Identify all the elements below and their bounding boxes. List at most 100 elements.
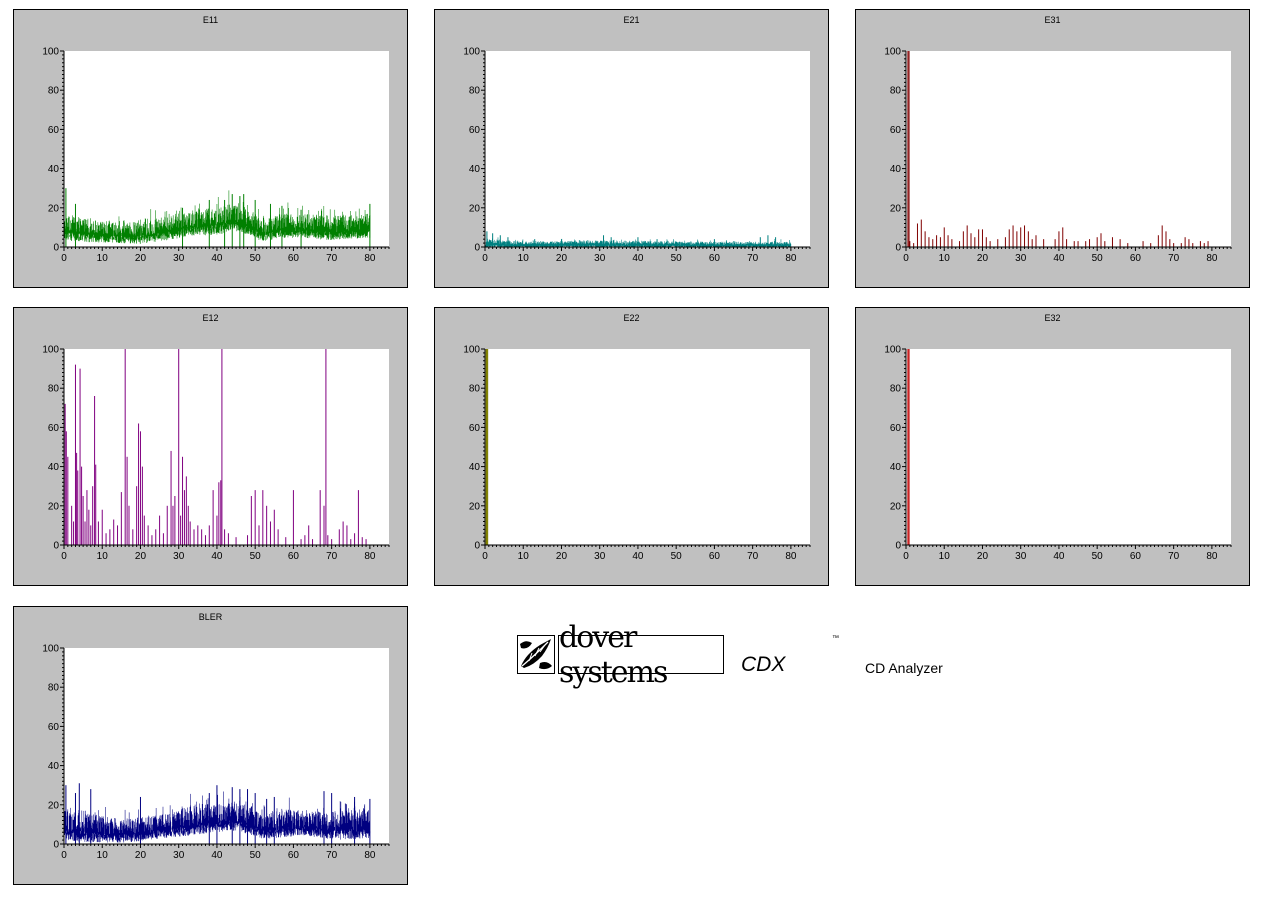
y-tick-label: 40	[48, 164, 60, 175]
y-tick-label: 0	[895, 243, 901, 254]
x-tick-label: 30	[594, 253, 606, 264]
x-tick-label: 20	[977, 551, 989, 562]
x-tick-label: 50	[250, 551, 262, 562]
x-tick-label: 10	[97, 850, 109, 861]
data-marks	[64, 783, 371, 844]
x-tick-label: 80	[785, 551, 797, 562]
x-tick-label: 50	[1092, 253, 1104, 264]
y-tick-label: 100	[884, 345, 901, 356]
chart-bler: 0 10 20 30 40 50 60 70 80 0 20 40 60 80 100	[42, 644, 390, 861]
product-name: CDX	[741, 653, 786, 676]
y-tick-label: 40	[469, 164, 481, 175]
trademark-mark: ™	[832, 635, 839, 642]
y-tick-label: 100	[463, 345, 480, 356]
brand-name: dover systems	[558, 620, 724, 690]
data-series-trace	[64, 190, 371, 244]
y-tick-label: 80	[48, 384, 60, 395]
y-tick-label: 40	[48, 462, 60, 473]
x-tick-label: 40	[211, 850, 223, 861]
x-tick-label: 50	[671, 253, 683, 264]
x-tick-label: 0	[482, 551, 488, 562]
y-tick-label: 20	[890, 501, 902, 512]
x-tick-label: 40	[211, 551, 223, 562]
x-tick-label: 0	[61, 850, 67, 861]
plot-area	[64, 349, 389, 545]
y-tick-label: 20	[469, 501, 481, 512]
x-tick-label: 0	[61, 253, 67, 264]
y-tick-label: 40	[890, 462, 902, 473]
x-tick-label: 80	[785, 253, 797, 264]
x-tick-label: 60	[1130, 253, 1142, 264]
chart-title: E11	[202, 15, 219, 25]
y-tick-label: 100	[463, 47, 480, 58]
plot-area	[485, 349, 810, 545]
y-tick-label: 40	[890, 164, 902, 175]
x-tick-label: 40	[1053, 551, 1065, 562]
x-tick-label: 70	[747, 253, 759, 264]
y-tick-label: 20	[890, 203, 902, 214]
y-tick-label: 80	[469, 86, 481, 97]
y-tick-label: 60	[469, 423, 481, 434]
y-tick-label: 0	[474, 541, 480, 552]
y-tick-label: 0	[474, 243, 480, 254]
x-tick-label: 30	[173, 551, 185, 562]
x-tick-label: 60	[709, 253, 721, 264]
y-tick-label: 0	[895, 541, 901, 552]
x-tick-label: 20	[977, 253, 989, 264]
x-tick-label: 10	[939, 253, 951, 264]
x-tick-label: 30	[1015, 551, 1027, 562]
data-series-trace	[485, 237, 792, 247]
x-tick-label: 30	[173, 850, 185, 861]
x-tick-label: 30	[594, 551, 606, 562]
y-tick-label: 60	[48, 722, 60, 733]
x-tick-label: 60	[288, 850, 300, 861]
x-tick-label: 50	[1092, 551, 1104, 562]
x-tick-label: 80	[1206, 253, 1218, 264]
x-tick-label: 40	[632, 551, 644, 562]
x-tick-label: 60	[288, 253, 300, 264]
x-tick-label: 10	[939, 551, 951, 562]
chart-e31: 0 10 20 30 40 50 60 70 80 0 20 40 60 80 100	[884, 47, 1232, 264]
x-tick-label: 80	[364, 551, 376, 562]
x-tick-label: 20	[556, 253, 568, 264]
x-tick-label: 10	[518, 253, 530, 264]
y-tick-label: 60	[469, 125, 481, 136]
chart-title: BLER	[198, 612, 223, 622]
y-tick-label: 20	[48, 203, 60, 214]
data-marks	[64, 188, 371, 247]
chart-e11: 0 10 20 30 40 50 60 70 80 0 20 40 60 80 100	[42, 47, 390, 264]
x-tick-label: 10	[97, 253, 109, 264]
x-tick-label: 0	[61, 551, 67, 562]
y-tick-label: 60	[890, 125, 902, 136]
x-tick-label: 70	[326, 253, 338, 264]
x-tick-label: 10	[518, 551, 530, 562]
y-tick-label: 80	[48, 683, 60, 694]
x-tick-label: 20	[135, 551, 147, 562]
y-tick-label: 80	[48, 86, 60, 97]
x-tick-label: 10	[97, 551, 109, 562]
x-tick-label: 70	[1168, 551, 1180, 562]
x-tick-label: 20	[135, 850, 147, 861]
chart-panel-e11: E11 0 10 20 30 40 50 60 70 80 0 20 40 60 80 100	[13, 9, 408, 288]
chart-panel-bler: BLER 0 10 20 30 40 50 60 70 80 0 20 40 60 80 100	[13, 606, 408, 885]
y-tick-label: 0	[53, 541, 59, 552]
x-tick-label: 60	[288, 551, 300, 562]
y-tick-label: 40	[469, 462, 481, 473]
chart-title: E31	[1044, 15, 1061, 25]
chart-panel-e32: E32 0 10 20 30 40 50 60 70 80 0 20 40 60 80 100	[855, 307, 1250, 586]
y-tick-label: 100	[42, 47, 59, 58]
product-subtitle: CD Analyzer	[865, 660, 943, 676]
x-tick-label: 0	[482, 253, 488, 264]
chart-e21: 0 10 20 30 40 50 60 70 80 0 20 40 60 80 100	[463, 47, 811, 264]
chart-panel-e12: E12 0 10 20 30 40 50 60 70 80 0 20 40 60 80 100	[13, 307, 408, 586]
y-tick-label: 60	[48, 125, 60, 136]
chart-panel-e31: E31 0 10 20 30 40 50 60 70 80 0 20 40 60 80 100	[855, 9, 1250, 288]
x-tick-label: 0	[903, 253, 909, 264]
x-tick-label: 50	[671, 551, 683, 562]
data-marks	[485, 349, 489, 545]
x-tick-label: 70	[1168, 253, 1180, 264]
chart-e32: 0 10 20 30 40 50 60 70 80 0 20 40 60 80 100	[884, 345, 1232, 562]
y-tick-label: 80	[890, 384, 902, 395]
data-series-trace	[64, 791, 371, 843]
y-tick-label: 60	[48, 423, 60, 434]
